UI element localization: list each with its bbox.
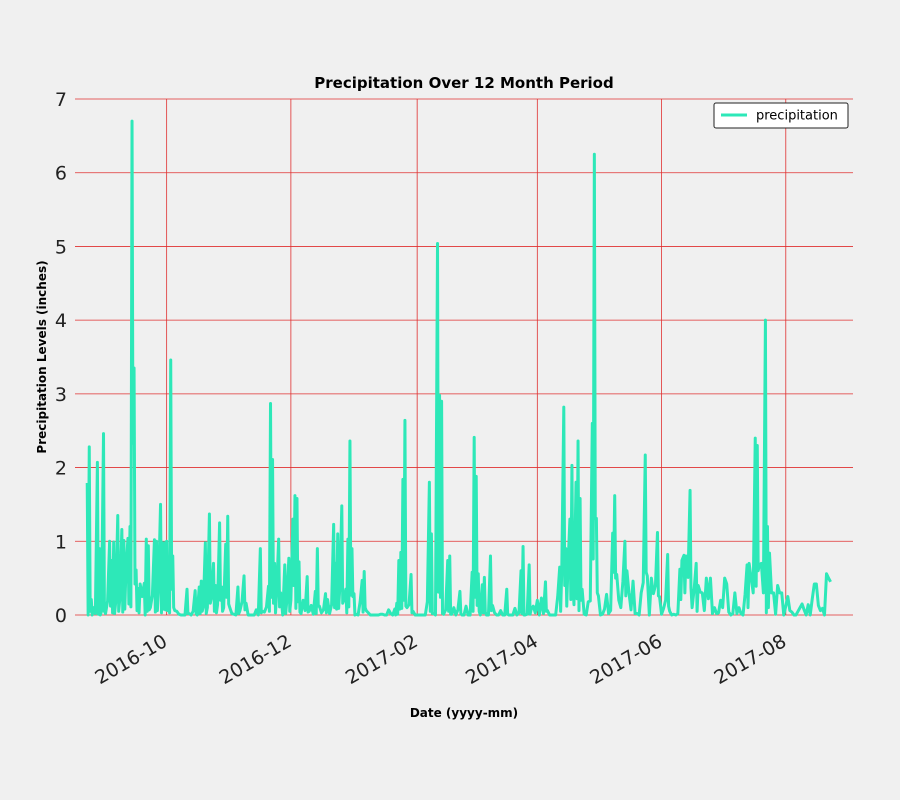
y-tick-label: 7 <box>55 89 67 111</box>
x-tick-label: 2016-10 <box>91 630 171 689</box>
y-tick-label: 1 <box>55 531 67 553</box>
precipitation-series-line <box>85 119 832 617</box>
y-tick-label: 2 <box>55 458 67 480</box>
y-tick-labels: 0 1 2 3 4 5 6 7 <box>55 89 67 627</box>
x-tick-labels: 2016-10 2016-12 2017-02 2017-04 2017-06 2017-… <box>91 630 790 689</box>
x-tick-label: 2017-08 <box>711 630 791 689</box>
x-tick-label: 2017-06 <box>586 630 666 689</box>
x-axis-label: Date (yyyy-mm) <box>410 706 518 720</box>
x-tick-label: 2017-02 <box>342 630 422 689</box>
y-axis-label: Precipitation Levels (inches) <box>35 260 49 453</box>
x-tick-label: 2017-04 <box>462 630 542 689</box>
y-tick-label: 3 <box>55 384 67 406</box>
legend: precipitation <box>713 102 849 129</box>
y-tick-label: 5 <box>55 236 67 258</box>
series-layer <box>85 119 832 617</box>
y-tick-label: 0 <box>55 605 67 627</box>
grid-lines <box>75 98 853 616</box>
y-tick-label: 4 <box>55 310 67 332</box>
chart-title: Precipitation Over 12 Month Period <box>314 74 613 92</box>
legend-label-precipitation: precipitation <box>756 109 838 124</box>
x-tick-label: 2016-12 <box>216 630 296 689</box>
legend-box <box>713 102 849 129</box>
y-tick-label: 6 <box>55 163 67 185</box>
